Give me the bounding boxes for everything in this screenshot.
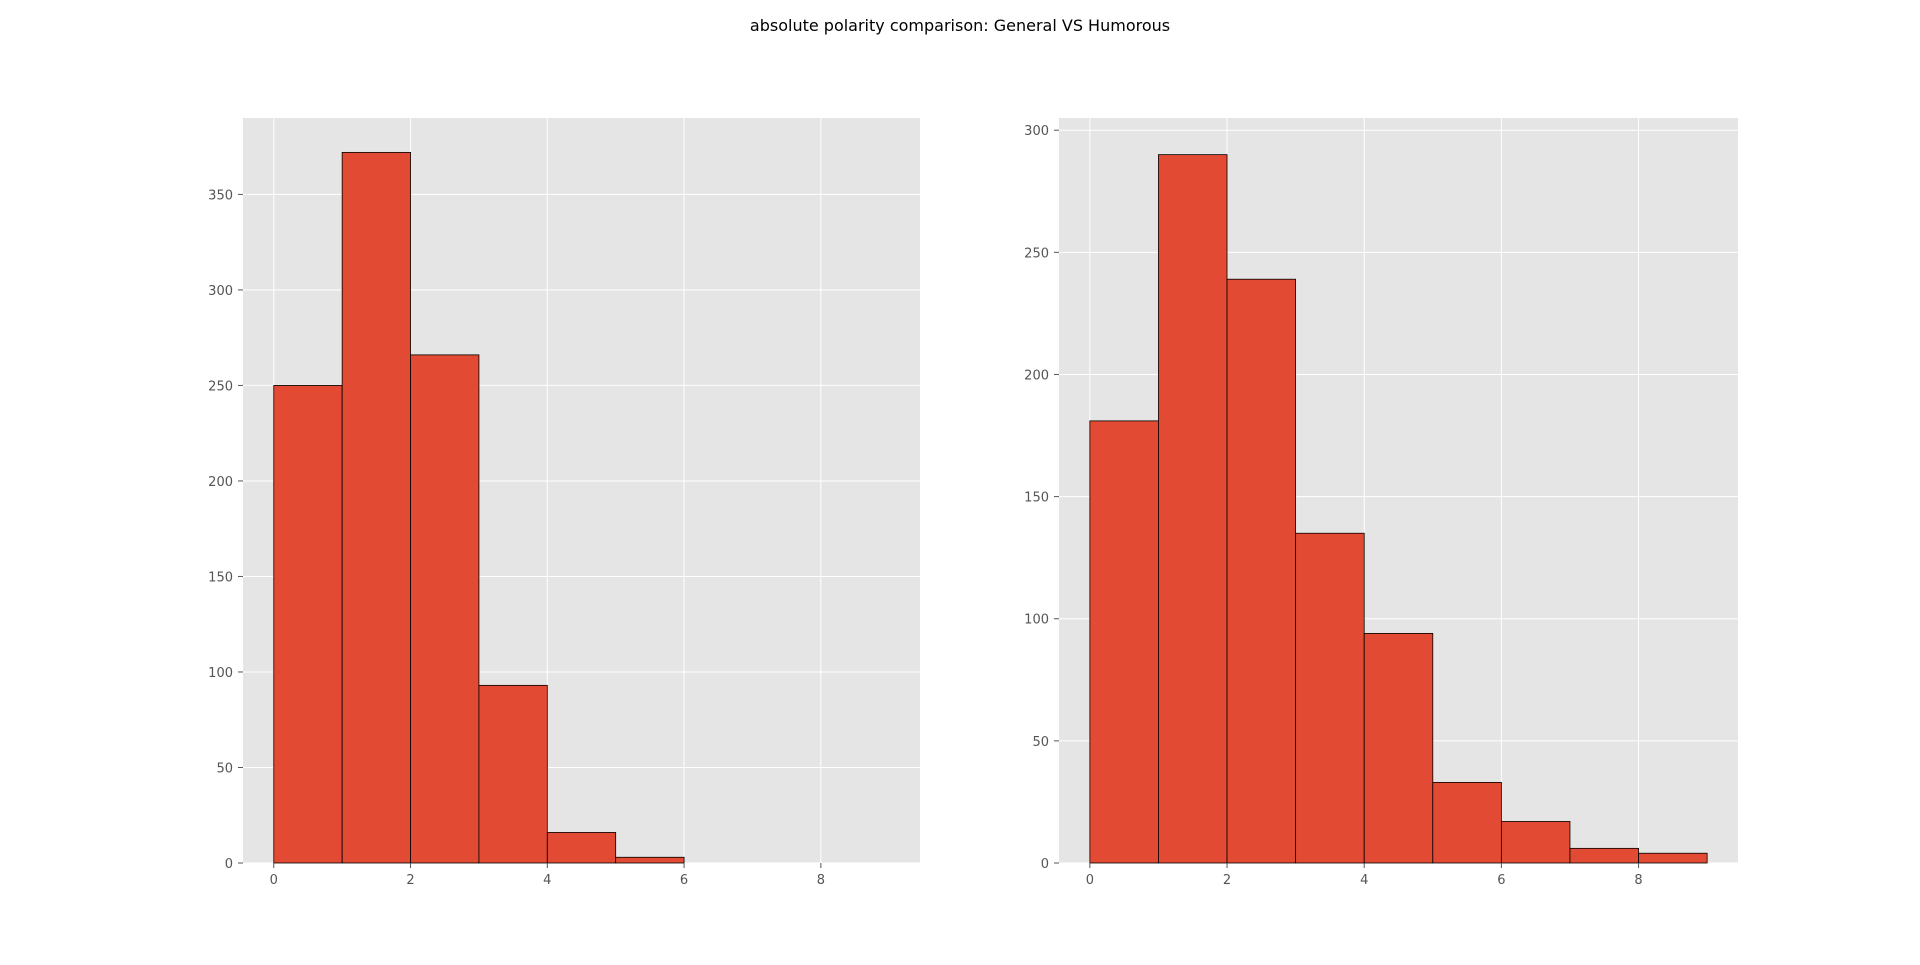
histogram-bar bbox=[1638, 852, 1708, 864]
y-tick-label: 350 bbox=[208, 188, 233, 203]
histogram-bar bbox=[1569, 847, 1639, 864]
x-tick-label: 0 bbox=[270, 873, 278, 888]
x-tick-label: 2 bbox=[406, 873, 414, 888]
histogram-general-panel: 0 2 4 6 8 0 50 100 150 200 250 300 350 bbox=[208, 118, 920, 888]
y-tick-label: 200 bbox=[1024, 368, 1049, 383]
y-tick-label: 150 bbox=[208, 570, 233, 585]
x-tick-label: 8 bbox=[1634, 873, 1642, 888]
x-tick-label: 4 bbox=[1360, 873, 1368, 888]
y-tick-label: 100 bbox=[208, 666, 233, 681]
x-tick-label: 2 bbox=[1223, 873, 1231, 888]
histogram-bar bbox=[1432, 781, 1502, 864]
x-tick-label: 0 bbox=[1086, 873, 1094, 888]
histogram-bar bbox=[615, 856, 685, 864]
y-tick-label: 200 bbox=[208, 475, 233, 490]
x-tick-label: 4 bbox=[543, 873, 551, 888]
y-tick-label: 0 bbox=[225, 857, 233, 872]
y-tick-label: 0 bbox=[1041, 857, 1049, 872]
y-tick-label: 250 bbox=[208, 379, 233, 394]
histogram-bar bbox=[1158, 154, 1228, 864]
figure-title: absolute polarity comparison: General VS… bbox=[749, 16, 1171, 35]
y-tick-label: 100 bbox=[1024, 613, 1049, 628]
histogram-bar bbox=[1500, 821, 1571, 864]
x-tick-label: 6 bbox=[1497, 873, 1505, 888]
y-tick-label: 150 bbox=[1024, 491, 1049, 506]
histogram-bar bbox=[1295, 532, 1365, 864]
y-tick-label: 250 bbox=[1024, 246, 1049, 261]
histogram-bar bbox=[478, 684, 548, 864]
y-tick-label: 50 bbox=[1032, 735, 1049, 750]
y-tick-label: 50 bbox=[216, 761, 233, 776]
x-tick-label: 6 bbox=[680, 873, 688, 888]
histogram-bar bbox=[1226, 278, 1297, 864]
y-tick-label: 300 bbox=[1024, 124, 1049, 139]
histogram-bar bbox=[273, 385, 343, 864]
histogram-humorous-panel: 0 2 4 6 8 0 50 100 150 200 250 300 bbox=[1024, 118, 1738, 888]
histogram-bar bbox=[1089, 420, 1159, 864]
x-tick-label: 8 bbox=[817, 873, 825, 888]
histogram-bar bbox=[546, 832, 617, 864]
y-tick-label: 300 bbox=[208, 284, 233, 299]
histogram-bar bbox=[410, 354, 480, 864]
histogram-bar bbox=[1363, 632, 1434, 864]
histogram-bar bbox=[341, 151, 411, 864]
